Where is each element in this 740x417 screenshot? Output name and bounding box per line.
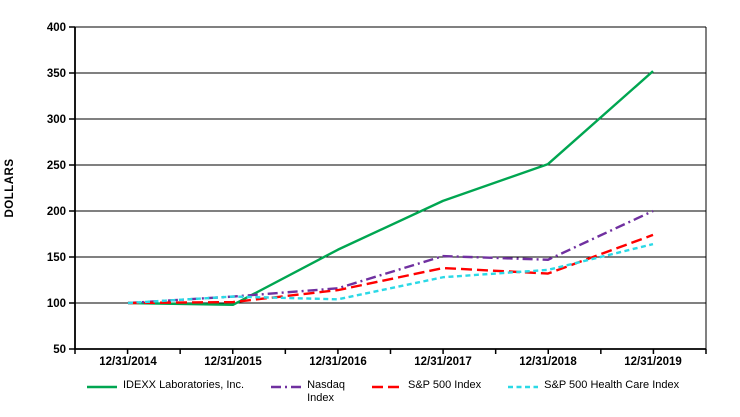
legend-label: Nasdaq Index xyxy=(307,379,345,404)
y-tick-label: 300 xyxy=(47,114,66,126)
x-tick-label: 12/31/2017 xyxy=(414,356,472,368)
legend-swatch-s-p-500-health-care-index-line-icon xyxy=(508,385,539,389)
legend-swatch-idexx-laboratories-inc-line-icon xyxy=(87,385,117,389)
x-tick-label: 12/31/2016 xyxy=(309,356,367,368)
y-tick-label: 400 xyxy=(47,22,66,34)
x-tick-label: 12/31/2018 xyxy=(519,356,577,368)
legend-label: S&P 500 Index xyxy=(407,379,482,391)
series-line-idexx-laboratories-inc xyxy=(127,70,654,307)
x-tick-label: 12/31/2014 xyxy=(99,356,157,368)
y-tick-label: 350 xyxy=(47,68,66,80)
y-tick-label: 50 xyxy=(53,344,66,356)
x-tick-label: 12/31/2015 xyxy=(204,356,262,368)
legend-item-s-p-500-index: S&P 500 Index xyxy=(371,379,481,392)
y-axis-title: DOLLARS xyxy=(4,158,16,217)
legend-item-nasdaq-index: Nasdaq Index xyxy=(270,379,345,405)
legend-swatch-nasdaq-index-line-icon xyxy=(271,385,302,389)
legend-item-s-p-500-health-care-index: S&P 500 Health Care Index xyxy=(507,379,679,392)
y-tick-label: 100 xyxy=(47,298,66,310)
legend-label: S&P 500 Health Care Index xyxy=(544,379,680,391)
y-tick-label: 250 xyxy=(47,160,66,172)
legend-item-idexx-laboratories-inc: IDEXX Laboratories, Inc. xyxy=(86,379,244,392)
series-line-s-p-500-index xyxy=(127,233,654,305)
y-tick-label: 200 xyxy=(47,206,66,218)
legend-swatch-s-p-500-index-line-icon xyxy=(371,385,402,389)
series-line-s-p-500-health-care-index xyxy=(127,242,654,305)
y-tick-label: 150 xyxy=(47,252,66,264)
legend-label: IDEXX Laboratories, Inc. xyxy=(123,379,245,391)
chart-legend: IDEXX Laboratories, Inc. Nasdaq Index S&P … xyxy=(86,379,679,405)
x-tick-label: 12/31/2019 xyxy=(624,356,682,368)
